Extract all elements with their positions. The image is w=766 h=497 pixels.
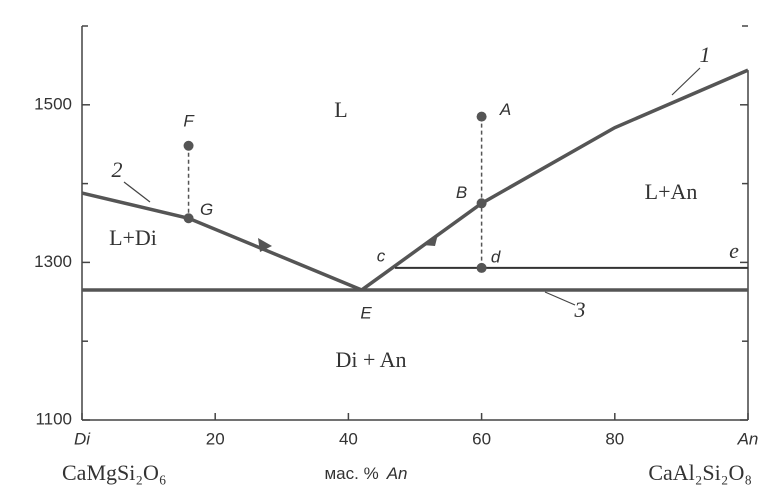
x-tick-label: 80 xyxy=(605,429,624,448)
point-label: G xyxy=(200,200,213,219)
region-label: L xyxy=(334,97,347,122)
point xyxy=(476,111,487,122)
cooling-arrow xyxy=(258,238,272,252)
curve-label-leader xyxy=(544,291,576,306)
curve-label: 3 xyxy=(574,297,586,322)
y-tick-label: 1500 xyxy=(34,94,72,113)
curve-label: 1 xyxy=(700,42,711,67)
point xyxy=(183,140,194,151)
point-label: d xyxy=(491,247,501,266)
phase-boundary xyxy=(360,68,749,292)
y-tick-label: 1300 xyxy=(34,252,72,271)
curve-label-leader xyxy=(123,181,151,203)
point-label: c xyxy=(377,246,386,265)
point xyxy=(476,198,487,209)
x-tick-label: 20 xyxy=(206,429,225,448)
y-tick-label: 1100 xyxy=(35,409,72,428)
curve-label: e xyxy=(729,238,739,263)
point xyxy=(476,262,487,273)
x-tick-label: An xyxy=(737,429,759,448)
region-label: L+An xyxy=(645,179,698,204)
x-tick-label: 60 xyxy=(472,429,491,448)
region-label: Di + An xyxy=(335,347,406,372)
x-tick-label: Di xyxy=(74,429,91,448)
point-label: E xyxy=(360,303,372,322)
curve-label-leader xyxy=(671,67,701,96)
cooling-arrow xyxy=(422,234,438,246)
point xyxy=(183,213,194,224)
right-component: CaAl₂Si₂O₈ xyxy=(648,460,752,485)
curve-label: 2 xyxy=(112,157,123,182)
region-label: L+Di xyxy=(109,225,157,250)
x-axis-label: мас. % An xyxy=(324,464,407,483)
x-tick-label: 40 xyxy=(339,429,358,448)
point-label: B xyxy=(456,183,467,202)
x-axis-label-text: мас. % xyxy=(324,464,378,483)
point-label: F xyxy=(183,111,195,130)
point-label: A xyxy=(499,100,511,119)
left-component: CaMgSi₂O₆ xyxy=(62,460,167,485)
x-axis-label-component: An xyxy=(386,464,408,483)
